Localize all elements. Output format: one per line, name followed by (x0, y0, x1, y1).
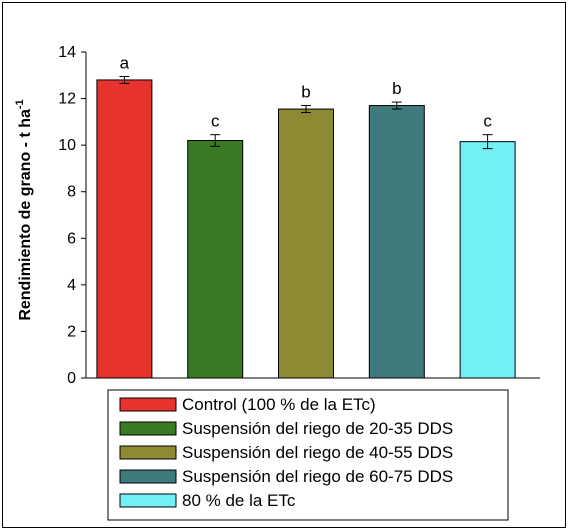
legend-entry: Control (100 % de la ETc) (182, 395, 376, 414)
y-tick-label: 10 (58, 137, 76, 154)
bar (278, 108, 334, 379)
y-tick-label: 12 (58, 91, 76, 108)
significance-label: b (301, 83, 310, 102)
significance-label: c (211, 112, 220, 131)
bars: a c b b c (96, 53, 516, 379)
y-axis-label-text: Rendimiento de grano - t ha (17, 109, 34, 321)
legend-swatch (119, 421, 177, 436)
significance-label: b (392, 79, 401, 98)
bar (187, 139, 244, 379)
legend-swatch (119, 397, 177, 412)
y-ticks: 0 2 4 6 8 10 12 14 (58, 44, 86, 387)
y-tick-label: 6 (67, 230, 76, 247)
y-tick-label: 4 (67, 277, 76, 294)
y-axis-label: Rendimiento de grano - t ha-1 (14, 99, 34, 320)
significance-label: a (120, 53, 130, 72)
y-tick-label: 14 (58, 44, 76, 61)
legend-swatch (119, 445, 177, 460)
legend-entry: Suspensión del riego de 60-75 DDS (182, 467, 453, 486)
legend-entry: Suspensión del riego de 20-35 DDS (182, 419, 453, 438)
legend-entry: 80 % de la ETc (182, 491, 296, 510)
bar (368, 105, 425, 379)
y-axis-label-superscript: -1 (14, 99, 26, 109)
bar (96, 79, 153, 379)
y-tick-label: 0 (67, 370, 76, 387)
legend: Control (100 % de la ETc) Suspensión del … (107, 389, 509, 521)
bar (459, 141, 516, 379)
legend-swatch (119, 469, 177, 484)
y-tick-label: 2 (67, 323, 76, 340)
legend-swatch (119, 493, 177, 508)
legend-entry: Suspensión del riego de 40-55 DDS (182, 443, 453, 462)
figure-frame (2, 2, 566, 528)
significance-label: c (483, 112, 492, 131)
y-tick-label: 8 (67, 184, 76, 201)
